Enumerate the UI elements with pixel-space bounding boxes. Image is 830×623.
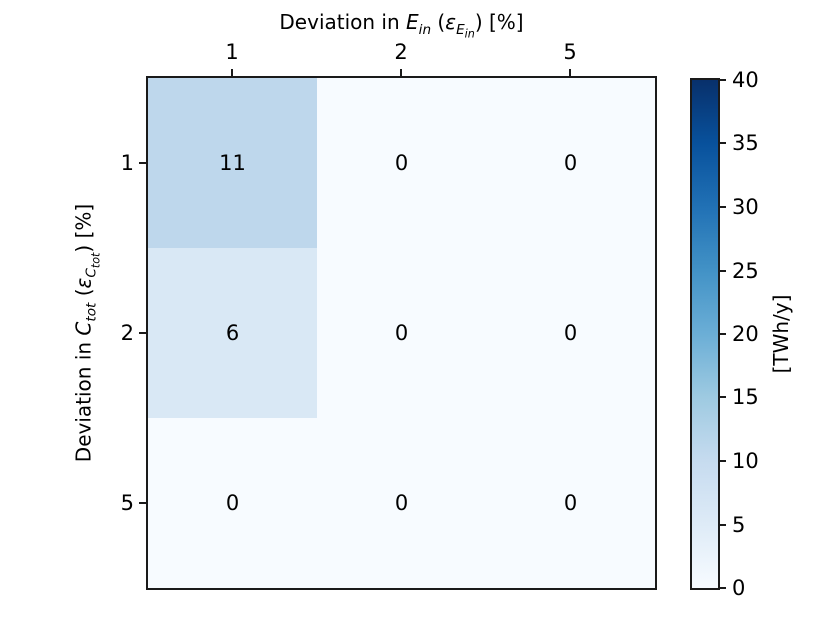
colorbar-tick-label-35: 35: [732, 131, 759, 155]
colorbar-gradient: [690, 78, 720, 590]
colorbar-tick-label-5: 5: [732, 513, 746, 537]
y-tick-label-1: 1: [120, 151, 134, 175]
colorbar-tick-mark: [720, 524, 726, 526]
x-tick-label-1: 1: [225, 40, 239, 64]
heatmap-cell-r1c1: 11: [148, 78, 317, 248]
x-tick-label-2: 2: [394, 40, 408, 64]
colorbar-tick-mark: [720, 396, 726, 398]
heatmap-cell-r3c1: 0: [148, 418, 317, 588]
x-axis-label-text: Deviation in: [279, 10, 407, 34]
cell-value: 0: [394, 321, 409, 345]
heatmap-cell-r2c2: 0: [317, 248, 486, 418]
colorbar-tick-mark: [720, 587, 726, 589]
colorbar-tick-mark: [720, 333, 726, 335]
colorbar-tick-mark: [720, 460, 726, 462]
x-tick-label-5: 5: [563, 40, 577, 64]
colorbar-tick-mark: [720, 79, 726, 81]
y-tick-mark: [139, 162, 146, 164]
colorbar-tick-label-25: 25: [732, 259, 759, 283]
x-axis-variable: E: [406, 10, 419, 34]
x-tick-mark: [569, 69, 571, 76]
y-axis-epsilon: ε: [71, 277, 96, 289]
cell-value: 0: [563, 151, 578, 175]
heatmap-cell-r3c3: 0: [486, 418, 655, 588]
colorbar-unit-label: [TWh/y]: [769, 294, 793, 374]
colorbar-tick-label-30: 30: [732, 195, 759, 219]
colorbar-tick-label-10: 10: [732, 449, 759, 473]
colorbar-tick-mark: [720, 142, 726, 144]
y-axis-label: Deviation in Ctot (εCtot) [%]: [71, 203, 103, 463]
heatmap-cell-r2c3: 0: [486, 248, 655, 418]
heatmap-cell-r1c2: 0: [317, 78, 486, 248]
x-tick-mark: [231, 69, 233, 76]
heatmap-cell-r2c1: 6: [148, 248, 317, 418]
y-axis-variable: C: [71, 321, 96, 336]
cell-value: 11: [219, 151, 246, 175]
colorbar-tick-label-20: 20: [732, 322, 759, 346]
x-axis-variable-subscript: in: [418, 22, 432, 38]
y-tick-label-5: 5: [120, 491, 134, 515]
y-tick-label-2: 2: [120, 321, 134, 345]
y-axis-variable-subscript: tot: [83, 302, 100, 322]
colorbar-tick-label-40: 40: [732, 68, 759, 92]
y-axis-epsilon-subscript: Ctot: [83, 252, 103, 278]
x-axis-epsilon-subscript: Ein: [456, 22, 475, 41]
y-axis-label-text: Deviation in: [71, 335, 96, 463]
colorbar-tick-mark: [720, 206, 726, 208]
x-axis-epsilon: ε: [445, 10, 457, 34]
heatmap-cell-r3c2: 0: [317, 418, 486, 588]
cell-value: 0: [394, 491, 409, 515]
y-tick-mark: [139, 332, 146, 334]
cell-value: 0: [394, 151, 409, 175]
cell-value: 0: [563, 491, 578, 515]
heatmap-cell-r1c3: 0: [486, 78, 655, 248]
cell-value: 6: [225, 321, 240, 345]
x-tick-mark: [400, 69, 402, 76]
heatmap-plot-area: 11 0 0 6 0 0 0 0 0: [146, 76, 657, 590]
x-axis-label: Deviation in Ein (εEin) [%]: [279, 10, 524, 41]
colorbar-tick-mark: [720, 270, 726, 272]
colorbar-tick-label-0: 0: [732, 576, 746, 600]
y-tick-mark: [139, 502, 146, 504]
colorbar-tick-label-15: 15: [732, 385, 759, 409]
cell-value: 0: [225, 491, 240, 515]
cell-value: 0: [563, 321, 578, 345]
